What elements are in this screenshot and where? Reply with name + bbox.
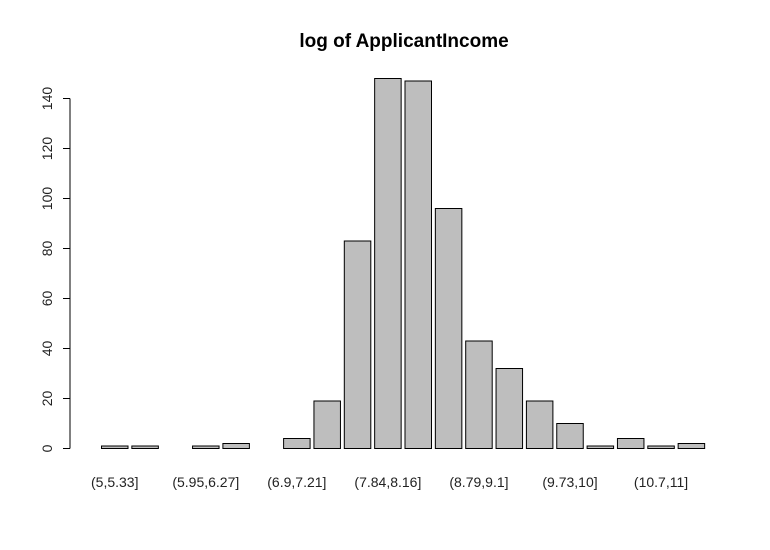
y-tick-label: 140 <box>39 87 55 111</box>
y-axis: 0 20 40 60 80 100 120 140 <box>39 87 71 452</box>
bar-(6.9,7.21] <box>283 438 311 449</box>
y-tick-label: 40 <box>39 341 55 357</box>
bar-(10.7,11] <box>647 445 675 449</box>
chart-title: log of ApplicantIncome <box>299 31 508 52</box>
bar-(9.1,9.42] <box>495 368 524 449</box>
y-tick-label: 100 <box>39 187 55 211</box>
bars-layer <box>101 78 706 449</box>
x-tick-label: (10.7,11] <box>634 474 688 490</box>
y-tick-label: 120 <box>39 137 55 161</box>
bar-(7.84,8.16] <box>374 78 402 449</box>
x-tick-label: (9.73,10] <box>542 474 597 490</box>
bar-(8.47,8.79] <box>434 208 463 449</box>
y-tick-label: 20 <box>39 391 55 407</box>
x-tick-label: (6.9,7.21] <box>267 474 326 490</box>
bar-(7.21,7.53] <box>313 400 341 449</box>
bar-(10.4,10.7] <box>616 438 645 449</box>
x-tick-label: (5.95,6.27] <box>172 474 239 490</box>
bar-(10,10.4] <box>586 445 615 449</box>
bar-(8.79,9.1] <box>465 340 493 449</box>
bar-(5.95,6.27] <box>192 445 220 449</box>
y-tick-label: 80 <box>39 241 55 257</box>
bar-(5.33,5.64] <box>131 445 159 449</box>
x-tick-label: (7.84,8.16] <box>354 474 421 490</box>
bar-(9.73,10] <box>556 423 584 449</box>
bar-(7.53,7.84] <box>343 240 372 449</box>
bar-(6.27,6.58] <box>222 443 250 449</box>
y-tick-label: 0 <box>39 444 55 452</box>
x-axis-labels: (5,5.33] (5.95,6.27] (6.9,7.21] (7.84,8.16]… <box>91 474 688 490</box>
bar-(5,5.33] <box>101 445 129 449</box>
x-tick-label: (8.79,9.1] <box>449 474 508 490</box>
y-tick-label: 60 <box>39 291 55 307</box>
x-tick-label: (5,5.33] <box>91 474 138 490</box>
bar-(11,11.3] <box>677 443 706 449</box>
bar-(9.42,9.73] <box>525 400 554 449</box>
bar-(8.16,8.47] <box>404 80 432 449</box>
